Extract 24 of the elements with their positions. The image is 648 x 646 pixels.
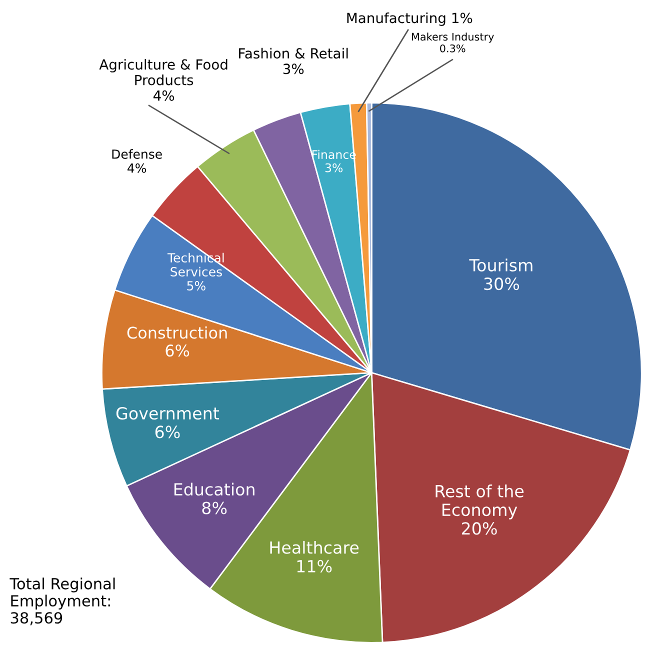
slice-label: Construction <box>127 326 227 339</box>
data-label: 8% <box>202 502 227 514</box>
data-label: 4% <box>153 90 174 101</box>
data-label: 4% <box>128 163 146 173</box>
slice-label: Manufacturing 1% <box>347 12 472 26</box>
data-label: 3% <box>325 163 343 172</box>
data-label: 20% <box>462 522 497 535</box>
slice-label: Tourism <box>469 258 532 272</box>
slice-label: Fashion & Retail <box>239 48 348 59</box>
slice-label: Makers Industry <box>412 32 494 43</box>
data-label: 0.3% <box>440 44 466 52</box>
slice-label: Defense <box>112 149 162 159</box>
slice-label: Government <box>116 407 220 420</box>
slice-label: Agriculture & Food Products <box>99 58 228 86</box>
data-label: 5% <box>187 281 206 291</box>
slice-label: Rest of the Economy <box>436 484 524 520</box>
data-label: 3% <box>283 64 304 74</box>
data-label: 6% <box>166 344 190 357</box>
slice-label: Healthcare <box>270 540 359 554</box>
slice-label: Education <box>174 482 254 496</box>
data-label: 11% <box>297 560 332 573</box>
data-label: 6% <box>155 426 180 438</box>
text: Total Regional Employment: 38,569 <box>10 578 115 626</box>
data-label: 30% <box>484 278 520 290</box>
